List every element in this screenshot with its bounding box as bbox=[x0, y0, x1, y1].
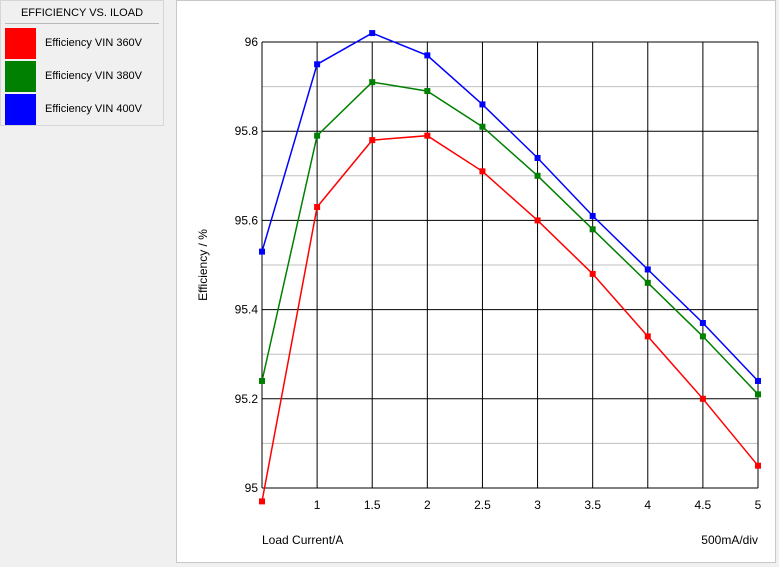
data-point bbox=[644, 279, 651, 286]
y-tick-label: 95.6 bbox=[235, 213, 259, 227]
y-tick-label: 95.4 bbox=[235, 303, 259, 317]
data-point bbox=[369, 30, 376, 37]
data-point bbox=[755, 391, 761, 398]
legend-swatch-360v bbox=[5, 28, 36, 59]
data-point bbox=[424, 88, 431, 95]
x-axis-label: Load Current/A bbox=[262, 533, 343, 547]
data-point bbox=[314, 132, 321, 139]
y-tick-label: 95.8 bbox=[235, 124, 259, 138]
legend-swatch-380v bbox=[5, 61, 36, 92]
legend-swatch-400v bbox=[5, 94, 36, 125]
data-point bbox=[699, 319, 706, 326]
x-tick-label: 5 bbox=[755, 498, 762, 512]
data-point bbox=[424, 52, 431, 59]
data-point bbox=[699, 395, 706, 402]
series-line bbox=[261, 134, 759, 502]
data-point bbox=[755, 462, 761, 469]
data-point bbox=[259, 248, 265, 255]
series-lines bbox=[259, 30, 761, 505]
x-tick-label: 1 bbox=[314, 498, 321, 512]
data-point bbox=[589, 226, 596, 233]
legend-item-380v[interactable]: Efficiency VIN 380V bbox=[3, 60, 163, 93]
y-tick-label: 96 bbox=[245, 35, 259, 49]
data-point bbox=[369, 79, 376, 86]
data-point bbox=[369, 137, 376, 144]
x-tick-label: 4 bbox=[644, 498, 651, 512]
grid-lines bbox=[262, 41, 759, 489]
series-line bbox=[261, 81, 759, 395]
x-tick-label: 3.5 bbox=[584, 498, 601, 512]
y-tick-label: 95 bbox=[245, 481, 259, 495]
legend-label-380v: Efficiency VIN 380V bbox=[45, 70, 143, 82]
legend-label-360v: Efficiency VIN 360V bbox=[45, 37, 143, 49]
x-tick-label: 3 bbox=[534, 498, 541, 512]
plot-panel: 95 95.2 95.4 95.6 95.8 96 1 1.5 2 2.5 3 3.5 4 4.5 5 Ef… bbox=[176, 0, 776, 563]
x-tick-label: 4.5 bbox=[695, 498, 712, 512]
legend-item-360v[interactable]: Efficiency VIN 360V bbox=[3, 27, 163, 60]
series-line bbox=[261, 32, 759, 382]
efficiency-chart: 95 95.2 95.4 95.6 95.8 96 1 1.5 2 2.5 3 3.5 4 4.5 5 Ef… bbox=[196, 30, 762, 547]
legend-title: EFFICIENCY VS. ILOAD bbox=[5, 1, 159, 24]
x-tick-label: 1.5 bbox=[364, 498, 381, 512]
data-point bbox=[644, 266, 651, 273]
data-point bbox=[479, 101, 486, 108]
legend: EFFICIENCY VS. ILOAD Efficiency VIN 360V… bbox=[0, 0, 164, 126]
data-point bbox=[534, 154, 541, 161]
y-tick-label: 95.2 bbox=[235, 392, 259, 406]
data-point bbox=[589, 212, 596, 219]
data-point bbox=[644, 333, 651, 340]
data-point bbox=[259, 377, 265, 384]
data-point bbox=[755, 377, 761, 384]
y-axis-label: Efficiency / % bbox=[196, 229, 210, 301]
legend-label-400v: Efficiency VIN 400V bbox=[45, 103, 143, 115]
legend-item-400v[interactable]: Efficiency VIN 400V bbox=[3, 93, 163, 126]
data-point bbox=[314, 204, 321, 211]
data-point bbox=[534, 172, 541, 179]
axes: 95 95.2 95.4 95.6 95.8 96 1 1.5 2 2.5 3 3.5 4 4.5 5 bbox=[235, 35, 762, 512]
data-point bbox=[589, 270, 596, 277]
data-point bbox=[314, 61, 321, 68]
x-tick-label: 2.5 bbox=[474, 498, 491, 512]
data-point bbox=[259, 498, 265, 505]
data-point bbox=[479, 123, 486, 130]
data-point bbox=[479, 168, 486, 175]
data-point bbox=[424, 132, 431, 139]
data-point bbox=[534, 217, 541, 224]
x-scale-note: 500mA/div bbox=[701, 533, 758, 547]
data-point bbox=[699, 333, 706, 340]
x-tick-label: 2 bbox=[424, 498, 431, 512]
